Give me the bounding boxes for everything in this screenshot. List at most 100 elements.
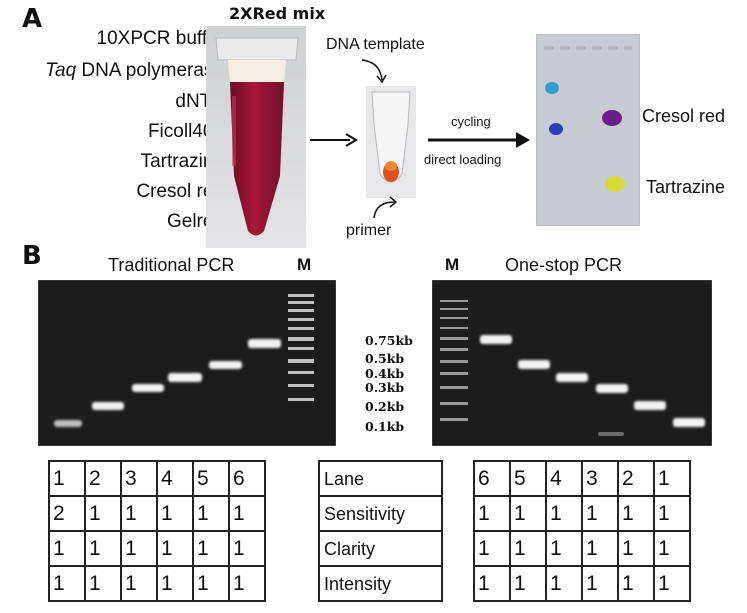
- size-label-500: 0.5kb: [365, 351, 405, 366]
- traditional-table-cell: 1: [48, 460, 86, 497]
- red-mix-tube-photo: [206, 26, 306, 248]
- one-stop-table-cell: 1: [545, 530, 583, 567]
- traditional-table-cell: 2: [84, 460, 122, 497]
- criteria-table-row: Lane: [318, 460, 443, 497]
- one-stop-table-cell: 1: [581, 530, 619, 567]
- right-gel-title: One-stop PCR: [505, 255, 623, 275]
- traditional-table-cell: 1: [84, 565, 122, 602]
- one-stop-table-cell: 1: [653, 495, 691, 532]
- criteria-table-cell: Intensity: [318, 565, 443, 602]
- traditional-table-cell: 1: [120, 530, 158, 567]
- size-label-750: 0.75kb: [365, 333, 413, 348]
- left-gel-title: Traditional PCR: [108, 255, 235, 275]
- criteria-table-row: Intensity: [318, 565, 443, 602]
- traditional-table-cell: 1: [228, 495, 266, 532]
- one-stop-table-cell: 1: [581, 495, 619, 532]
- one-stop-pcr-gel: [432, 280, 712, 446]
- small-tube-photo: [366, 86, 416, 198]
- traditional-table-cell: 1: [156, 530, 194, 567]
- arrow-icon: [310, 133, 358, 147]
- traditional-table-cell: 1: [84, 530, 122, 567]
- one-stop-table-cell: 1: [617, 495, 655, 532]
- criteria-table-row: Sensitivity: [318, 495, 443, 532]
- cycling-label: cycling: [451, 114, 491, 129]
- traditional-table-cell: 1: [120, 565, 158, 602]
- traditional-table-cell: 1: [156, 495, 194, 532]
- reagent-pcr-buffer: 10XPCR buffer: [96, 28, 224, 49]
- criteria-table-row: Clarity: [318, 530, 443, 567]
- one-stop-table-cell: 1: [473, 530, 511, 567]
- one-stop-table-cell: 1: [581, 565, 619, 602]
- panel-a-label: A: [22, 4, 43, 34]
- criteria-table-cell: Lane: [318, 460, 443, 497]
- one-stop-table-cell: 1: [509, 495, 547, 532]
- traditional-table-cell: 3: [120, 460, 158, 497]
- traditional-table-cell: 4: [156, 460, 194, 497]
- one-stop-table-cell: 1: [473, 495, 511, 532]
- left-marker-label: M: [297, 255, 312, 274]
- one-stop-table-cell: 1: [653, 530, 691, 567]
- size-label-400: 0.4kb: [365, 366, 405, 381]
- one-stop-table-cell: 1: [509, 565, 547, 602]
- traditional-table-cell: 1: [228, 565, 266, 602]
- tartrazine-label: Tartrazine: [646, 177, 726, 197]
- right-marker-label: M: [445, 255, 460, 274]
- one-stop-table-cell: 4: [545, 460, 583, 497]
- one-stop-table-cell: 1: [509, 530, 547, 567]
- reagent-taq-italic: Taq: [45, 60, 77, 81]
- dye-separation-plate: [536, 34, 640, 226]
- reagent-cresol-red: Cresol red: [136, 181, 224, 202]
- traditional-table-cell: 1: [192, 565, 230, 602]
- criteria-table-cell: Sensitivity: [318, 495, 443, 532]
- one-stop-table-cell: 2: [617, 460, 655, 497]
- traditional-table-cell: 6: [228, 460, 266, 497]
- traditional-table-cell: 1: [228, 530, 266, 567]
- template-pointer-icon: [361, 59, 387, 84]
- traditional-table-cell: 5: [192, 460, 230, 497]
- traditional-table-cell: 1: [192, 495, 230, 532]
- traditional-table-cell: 2: [48, 495, 86, 532]
- reagent-taq-rest: DNA polymerase: [76, 60, 224, 81]
- traditional-pcr-gel: [38, 280, 336, 446]
- traditional-table-cell: 1: [84, 495, 122, 532]
- primer-label: primer: [346, 222, 392, 239]
- one-stop-table-cell: 1: [653, 460, 691, 497]
- one-stop-table-cell: 1: [653, 565, 691, 602]
- traditional-table-cell: 1: [156, 565, 194, 602]
- criteria-table-cell: Clarity: [318, 530, 443, 567]
- one-stop-table-cell: 6: [473, 460, 511, 497]
- traditional-table-cell: 1: [48, 565, 86, 602]
- one-stop-table-cell: 1: [617, 565, 655, 602]
- one-stop-table-cell: 5: [509, 460, 547, 497]
- direct-loading-label: direct loading: [424, 152, 502, 167]
- one-stop-table-cell: 1: [617, 530, 655, 567]
- primer-pointer-icon: [373, 196, 398, 219]
- one-stop-table-cell: 1: [473, 565, 511, 602]
- reagent-tartrazine: Tartrazine: [140, 151, 224, 172]
- one-stop-table-cell: 1: [545, 495, 583, 532]
- mix-title: 2XRed mix: [229, 4, 326, 23]
- criteria-table: Lane Sensitivity Clarity Intensity: [318, 460, 443, 602]
- one-stop-table-cell: 3: [581, 460, 619, 497]
- size-label-100: 0.1kb: [365, 419, 405, 434]
- traditional-table-cell: 1: [192, 530, 230, 567]
- traditional-table-cell: 1: [120, 495, 158, 532]
- arrow-icon-2: [428, 132, 530, 148]
- size-label-300: 0.3kb: [365, 380, 405, 395]
- cresol-red-label: Cresol red: [642, 106, 726, 126]
- one-stop-table-cell: 1: [545, 565, 583, 602]
- dna-template-label: DNA template: [326, 36, 425, 53]
- reagent-taq-polymerase: Taq DNA polymerase: [45, 60, 224, 82]
- panel-b-label: B: [22, 241, 42, 271]
- traditional-table-cell: 1: [48, 530, 86, 567]
- size-label-200: 0.2kb: [365, 399, 405, 414]
- reagent-ficoll: Ficoll400: [147, 121, 224, 142]
